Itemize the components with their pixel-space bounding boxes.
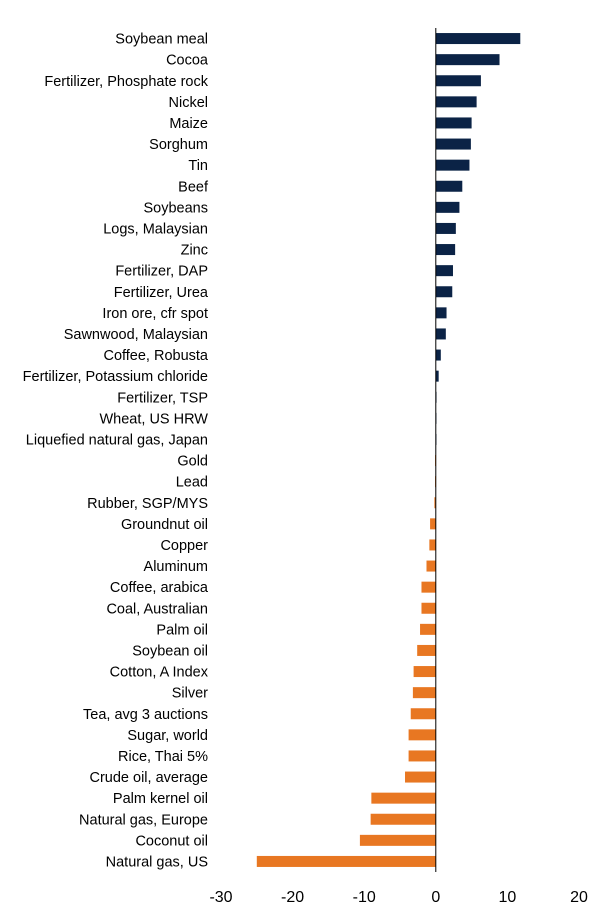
x-tick-label-3: 0 <box>431 889 440 906</box>
bar-4 <box>435 117 472 129</box>
bar-8 <box>435 201 460 213</box>
bar-1 <box>435 54 500 66</box>
bar-11 <box>435 265 453 277</box>
category-label-16: Fertilizer, Potassium chloride <box>23 369 208 385</box>
bar-16 <box>435 370 439 382</box>
category-label-39: Natural gas, US <box>106 854 208 870</box>
bar-2 <box>435 75 481 87</box>
category-label-31: Silver <box>172 686 208 702</box>
category-label-9: Logs, Malaysian <box>103 221 208 237</box>
category-label-37: Natural gas, Europe <box>79 812 208 828</box>
category-label-36: Palm kernel oil <box>113 791 208 807</box>
bar-24 <box>429 539 436 551</box>
category-label-23: Groundnut oil <box>121 517 208 533</box>
bar-34 <box>408 750 436 762</box>
category-label-29: Soybean oil <box>132 643 208 659</box>
bar-37 <box>370 813 436 825</box>
category-label-33: Sugar, world <box>127 728 208 744</box>
x-tick-label-1: -20 <box>281 889 304 906</box>
category-label-5: Sorghum <box>149 137 208 153</box>
category-label-13: Iron ore, cfr spot <box>102 306 208 322</box>
bar-3 <box>435 96 477 108</box>
bar-14 <box>435 328 446 340</box>
category-label-21: Lead <box>176 475 208 491</box>
category-label-38: Coconut oil <box>135 833 208 849</box>
category-label-25: Aluminum <box>144 559 208 575</box>
bar-31 <box>412 687 436 699</box>
bar-6 <box>435 159 470 171</box>
category-label-10: Zinc <box>181 243 208 259</box>
bar-32 <box>410 708 436 720</box>
bar-13 <box>435 307 447 319</box>
category-label-19: Liquefied natural gas, Japan <box>26 432 208 448</box>
category-label-0: Soybean meal <box>115 32 208 48</box>
bar-5 <box>435 138 471 150</box>
x-tick-label-0: -30 <box>209 889 232 906</box>
category-label-27: Coal, Australian <box>106 601 208 617</box>
category-label-12: Fertilizer, Urea <box>114 285 209 301</box>
category-label-24: Copper <box>160 538 208 554</box>
category-label-35: Crude oil, average <box>90 770 209 786</box>
x-tick-label-2: -10 <box>353 889 376 906</box>
category-label-15: Coffee, Robusta <box>103 348 208 364</box>
bar-26 <box>421 581 436 593</box>
bar-30 <box>413 666 436 678</box>
bar-25 <box>426 560 436 572</box>
category-label-8: Soybeans <box>144 200 209 216</box>
category-label-26: Coffee, arabica <box>110 580 209 596</box>
bar-15 <box>435 349 441 361</box>
bars-group <box>256 33 521 867</box>
category-label-34: Rice, Thai 5% <box>118 749 208 765</box>
category-label-20: Gold <box>177 454 208 470</box>
category-label-14: Sawnwood, Malaysian <box>64 327 208 343</box>
bar-27 <box>421 602 436 614</box>
bar-23 <box>430 518 436 530</box>
category-label-32: Tea, avg 3 auctions <box>83 707 208 723</box>
bar-12 <box>435 286 453 298</box>
category-label-1: Cocoa <box>166 53 209 69</box>
bar-22 <box>434 497 436 509</box>
category-label-11: Fertilizer, DAP <box>115 264 208 280</box>
category-label-4: Maize <box>169 116 208 132</box>
category-label-6: Tin <box>188 158 208 174</box>
bar-39 <box>256 855 436 867</box>
bar-0 <box>435 33 521 45</box>
x-tick-label-5: 20 <box>570 889 588 906</box>
category-label-2: Fertilizer, Phosphate rock <box>44 74 208 90</box>
category-label-18: Wheat, US HRW <box>99 411 208 427</box>
x-tick-labels: -30 -20 -10 0 10 20 <box>209 889 588 906</box>
category-label-28: Palm oil <box>156 622 208 638</box>
bar-7 <box>435 180 463 192</box>
bar-35 <box>405 771 436 783</box>
bar-33 <box>408 729 436 741</box>
bar-10 <box>435 244 456 256</box>
category-label-7: Beef <box>178 179 209 195</box>
category-label-22: Rubber, SGP/MYS <box>87 496 208 512</box>
category-label-3: Nickel <box>169 95 208 111</box>
bar-28 <box>420 623 436 635</box>
x-tick-label-4: 10 <box>499 889 517 906</box>
bar-36 <box>371 792 436 804</box>
category-label-17: Fertilizer, TSP <box>117 390 208 406</box>
bar-29 <box>417 644 436 656</box>
bar-9 <box>435 222 456 234</box>
category-label-30: Cotton, A Index <box>110 665 209 681</box>
bar-38 <box>359 834 436 846</box>
category-labels: Soybean meal Cocoa Fertilizer, Phosphate r… <box>23 32 209 871</box>
